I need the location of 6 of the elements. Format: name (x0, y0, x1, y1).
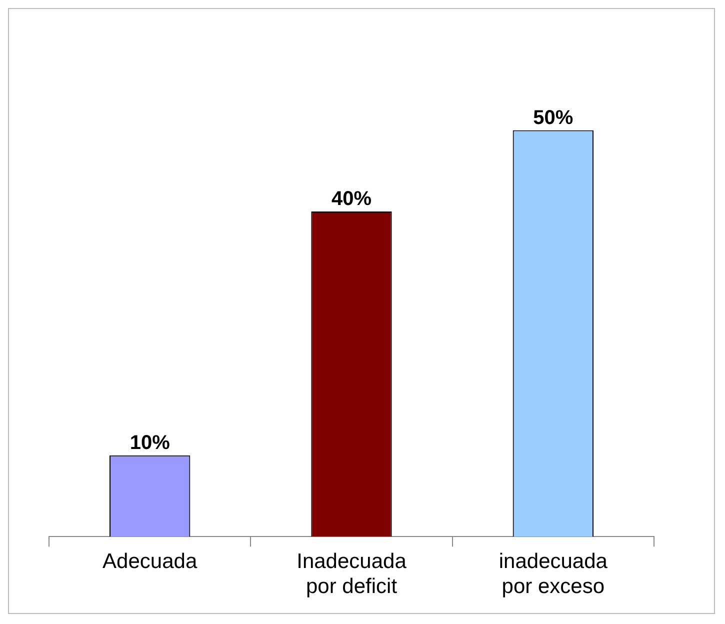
data-label: 50% (533, 106, 574, 129)
x-tick-label: Adecuada (102, 550, 198, 573)
x-tick-label: inadecuada por exceso (498, 550, 608, 598)
x-tick-label: Inadecuada por deficit (296, 550, 407, 598)
data-label: 40% (331, 188, 372, 210)
data-label: 10% (130, 432, 170, 454)
